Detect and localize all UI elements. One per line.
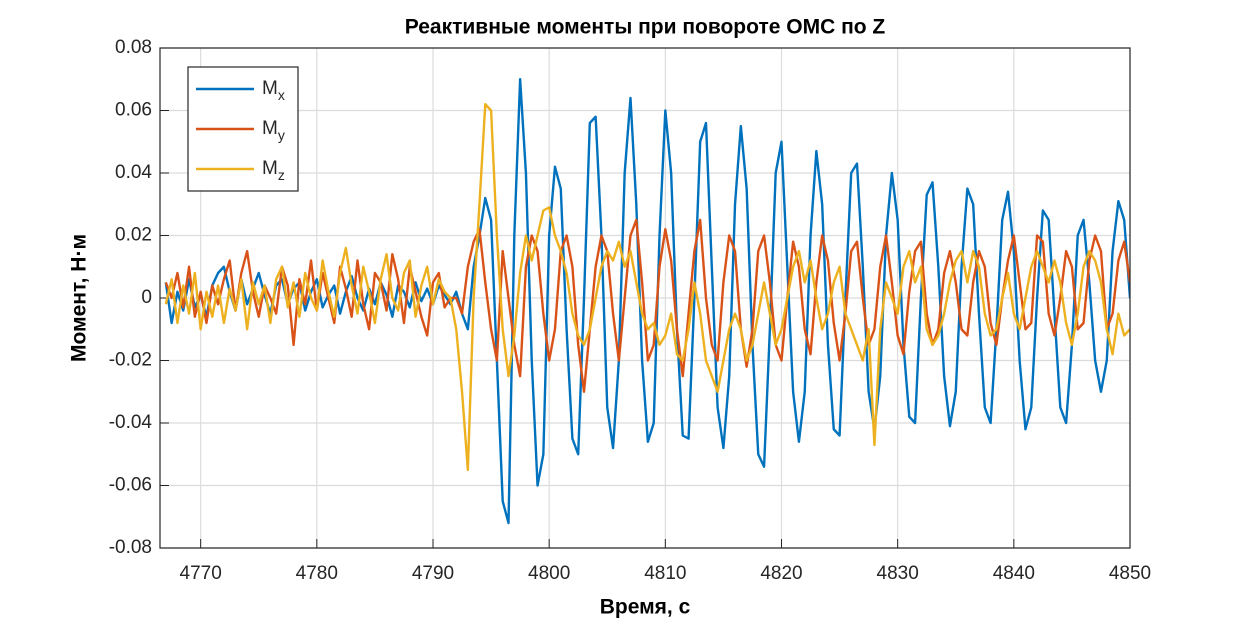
x-tick-label: 4790 bbox=[412, 563, 454, 584]
series-line bbox=[164, 103, 1130, 472]
y-tick-label: -0.06 bbox=[109, 475, 152, 496]
y-tick-label: -0.04 bbox=[109, 412, 153, 433]
y-tick-label: 0.02 bbox=[115, 225, 152, 246]
x-tick-label: 4830 bbox=[877, 563, 919, 584]
legend-label: My bbox=[262, 118, 285, 143]
plot-frame bbox=[159, 47, 1131, 549]
y-tick-label: 0.04 bbox=[115, 162, 152, 183]
chart-title: Реактивные моменты при повороте ОМС по Z bbox=[405, 16, 886, 39]
legend-label: Mx bbox=[262, 78, 285, 103]
x-tick-label: 4770 bbox=[180, 563, 222, 584]
y-axis-label: Момент, Н·м bbox=[68, 234, 91, 362]
x-axis-label: Время, с bbox=[600, 596, 691, 619]
y-tick-label: 0.06 bbox=[115, 100, 152, 121]
x-tick-label: 4780 bbox=[296, 563, 338, 584]
series-group bbox=[164, 78, 1130, 525]
series-line bbox=[164, 78, 1130, 525]
y-tick-label: -0.08 bbox=[109, 537, 152, 558]
series-line bbox=[164, 218, 1130, 393]
x-tick-label: 4800 bbox=[528, 563, 570, 584]
y-tick-label: -0.02 bbox=[109, 350, 152, 371]
y-tick-label: 0 bbox=[141, 287, 152, 308]
legend-label: Mz bbox=[262, 158, 285, 183]
x-tick-label: 4850 bbox=[1109, 563, 1151, 584]
x-tick-label: 4810 bbox=[644, 563, 686, 584]
x-tick-label: 4820 bbox=[760, 563, 802, 584]
y-tick-label: 0.08 bbox=[115, 37, 152, 58]
x-tick-label: 4840 bbox=[993, 563, 1035, 584]
